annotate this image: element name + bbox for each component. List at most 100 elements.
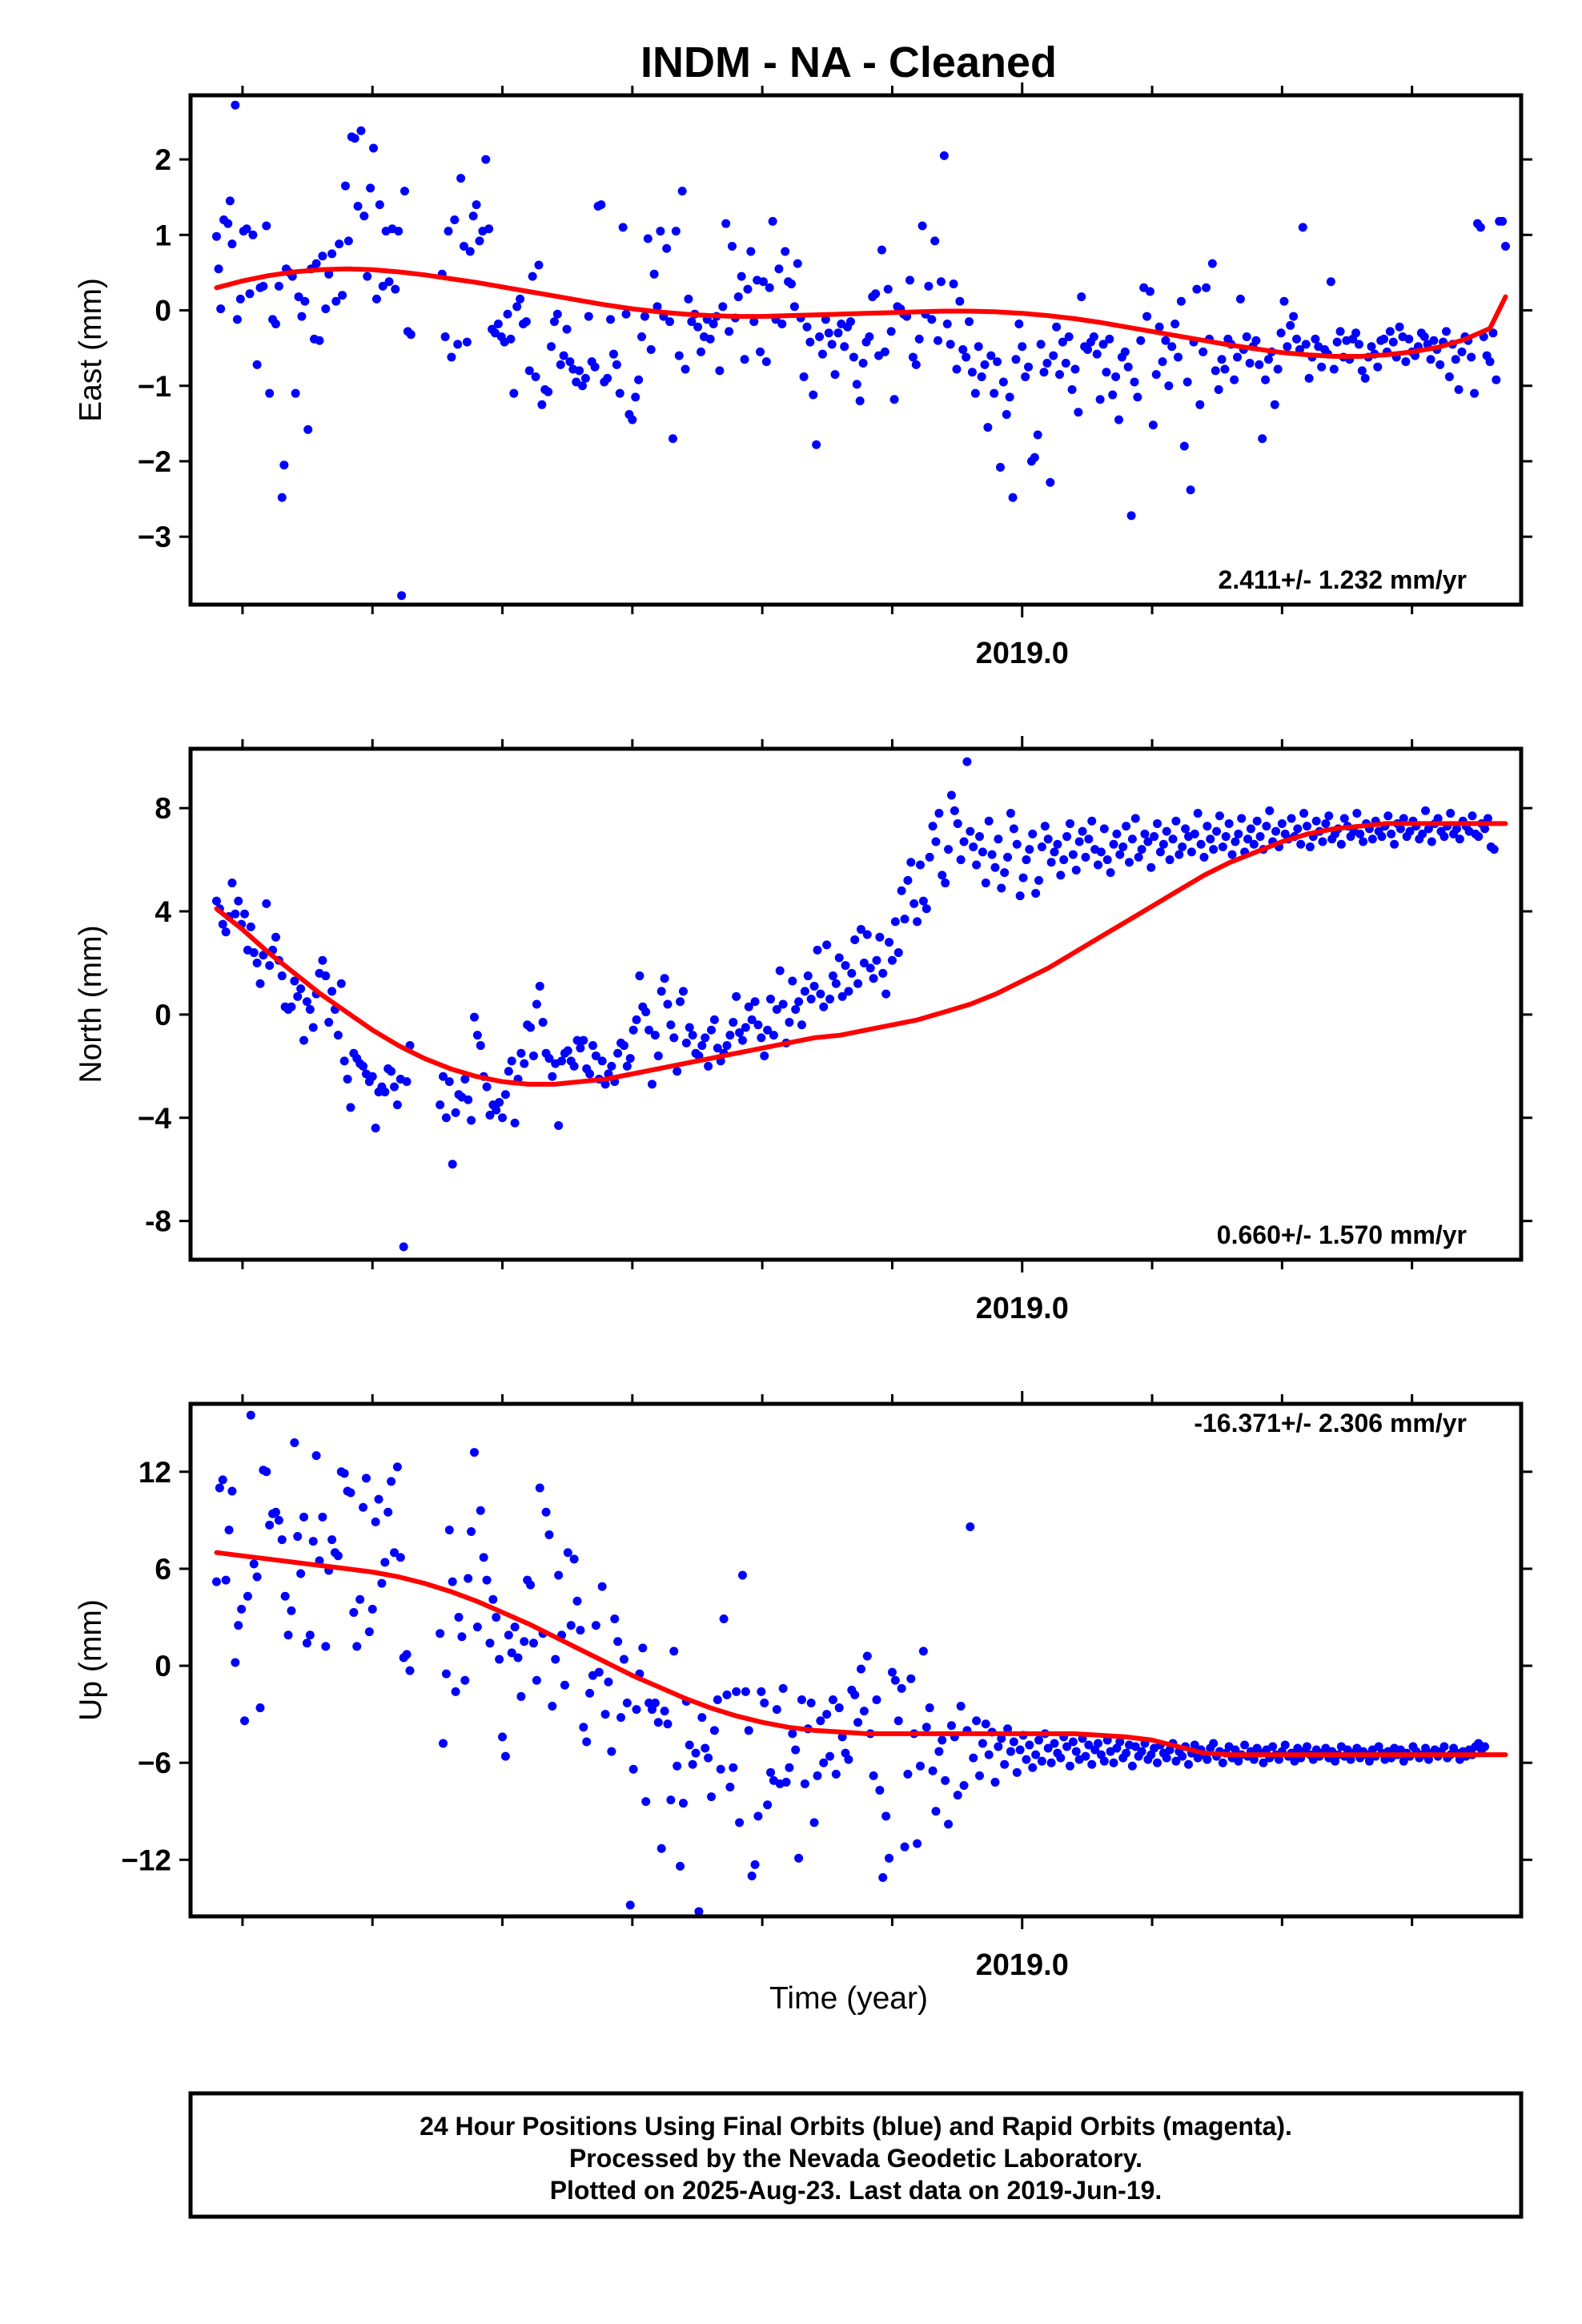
data-point xyxy=(635,971,644,981)
data-point xyxy=(918,896,928,906)
data-point xyxy=(1196,839,1206,849)
data-point xyxy=(1031,1750,1041,1759)
data-point xyxy=(1339,814,1349,823)
data-point xyxy=(749,317,759,327)
data-point xyxy=(1130,1742,1140,1751)
data-point xyxy=(1190,1740,1199,1750)
data-point xyxy=(1427,837,1436,846)
data-point xyxy=(616,1713,626,1723)
data-point xyxy=(1084,834,1094,844)
data-point xyxy=(1273,364,1283,374)
data-point xyxy=(274,1515,283,1525)
data-point xyxy=(791,1745,801,1755)
data-point xyxy=(1277,818,1287,828)
data-point xyxy=(302,997,311,1007)
data-point xyxy=(747,1872,757,1881)
data-point xyxy=(485,1111,495,1120)
data-point xyxy=(1158,357,1167,367)
data-point xyxy=(760,1699,769,1708)
data-point xyxy=(259,281,268,291)
data-point xyxy=(628,1764,638,1774)
data-point xyxy=(944,1819,954,1829)
data-point xyxy=(855,396,865,406)
data-point xyxy=(380,1088,390,1097)
data-point xyxy=(665,317,675,327)
data-point xyxy=(950,806,959,815)
data-point xyxy=(1081,852,1090,862)
data-point xyxy=(516,1048,526,1058)
data-point xyxy=(994,834,1003,844)
data-point xyxy=(535,1483,544,1493)
data-point xyxy=(761,357,771,367)
data-point xyxy=(955,296,965,306)
data-point xyxy=(1373,362,1383,372)
data-point xyxy=(243,1591,252,1601)
data-point xyxy=(544,387,553,396)
data-point xyxy=(1439,832,1449,842)
data-point xyxy=(235,294,245,304)
data-point xyxy=(465,247,475,256)
data-point xyxy=(1095,395,1105,404)
data-point xyxy=(492,1612,501,1622)
data-point xyxy=(214,264,223,274)
data-point xyxy=(1276,328,1286,338)
data-point xyxy=(1052,322,1062,332)
data-point xyxy=(1217,355,1227,364)
data-point xyxy=(520,1637,529,1647)
data-point xyxy=(953,818,962,828)
data-point xyxy=(475,236,484,246)
data-point xyxy=(1395,322,1404,332)
data-point xyxy=(1318,837,1327,846)
data-point xyxy=(557,1056,567,1066)
data-point xyxy=(1015,1745,1025,1755)
data-point xyxy=(859,958,869,967)
data-point xyxy=(1203,1755,1212,1764)
data-point xyxy=(1317,362,1327,372)
data-point xyxy=(1476,223,1485,232)
data-point xyxy=(849,352,858,362)
data-point xyxy=(305,1630,315,1640)
data-point xyxy=(1231,837,1240,846)
data-point xyxy=(693,322,703,332)
data-point xyxy=(1033,430,1042,440)
data-point xyxy=(886,327,896,336)
data-point xyxy=(1199,347,1208,356)
data-point xyxy=(576,1043,585,1053)
data-point xyxy=(678,1799,688,1808)
data-point xyxy=(597,1056,607,1066)
data-point xyxy=(1137,845,1146,854)
data-point xyxy=(928,822,938,831)
data-point xyxy=(1399,814,1408,823)
data-point xyxy=(885,1853,894,1863)
data-point xyxy=(834,1703,844,1713)
data-point xyxy=(274,281,283,291)
data-point xyxy=(579,1723,588,1732)
data-point xyxy=(653,1718,663,1727)
data-point xyxy=(548,1072,557,1081)
data-point xyxy=(681,364,690,374)
data-point xyxy=(1470,388,1480,398)
data-point xyxy=(959,837,969,846)
data-point xyxy=(503,309,512,319)
data-point xyxy=(797,1695,806,1704)
data-point xyxy=(756,347,765,356)
data-point xyxy=(231,909,240,919)
up-panel: 12 6 0 −6 −12 2019.0 Up (mm) -16.371+/- 2.306 m… xyxy=(74,1391,1532,1982)
data-point xyxy=(556,360,565,369)
data-point xyxy=(737,1570,747,1580)
data-point xyxy=(1018,873,1028,883)
data-point xyxy=(498,1113,508,1123)
data-point xyxy=(484,224,494,234)
data-point xyxy=(492,1105,501,1115)
data-point xyxy=(1360,373,1370,383)
data-point xyxy=(252,1572,262,1582)
data-point xyxy=(1018,342,1027,352)
data-point xyxy=(1303,822,1312,831)
data-point xyxy=(966,1522,975,1531)
data-point xyxy=(1186,485,1195,495)
data-point xyxy=(211,1577,221,1586)
data-point xyxy=(513,1653,523,1663)
data-point xyxy=(439,1739,448,1748)
data-point xyxy=(994,1742,1003,1751)
data-point xyxy=(684,294,693,304)
